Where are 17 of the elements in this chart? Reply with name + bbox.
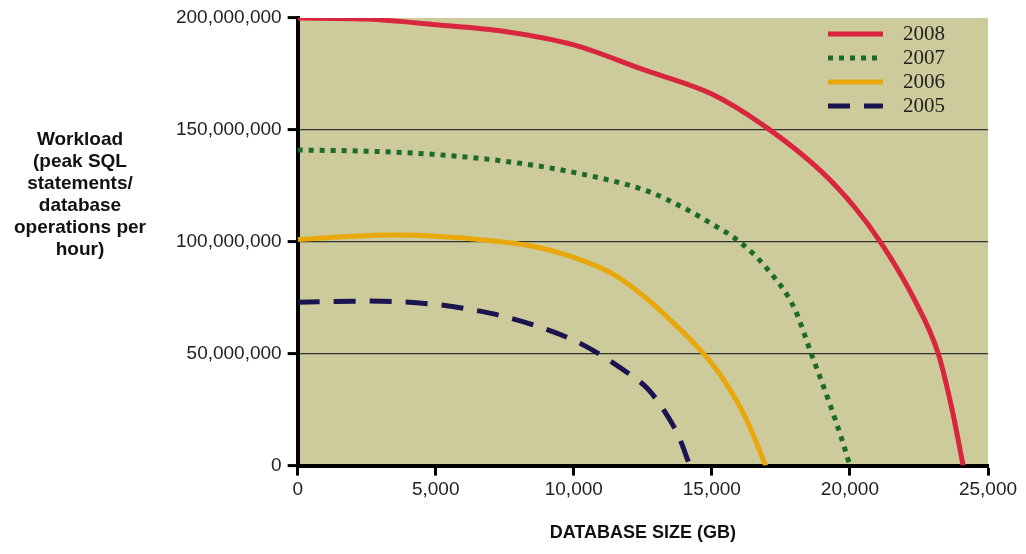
legend-label: 2007 bbox=[903, 44, 945, 69]
x-axis-title: DATABASE SIZE (GB) bbox=[549, 522, 736, 543]
x-tick-label: 15,000 bbox=[682, 478, 741, 500]
x-tick-label: 10,000 bbox=[544, 478, 603, 500]
y-tick-label: 200,000,000 bbox=[175, 6, 282, 28]
y-tick-label: 50,000,000 bbox=[186, 341, 282, 363]
legend-label: 2008 bbox=[903, 20, 945, 45]
x-tick-label: 25,000 bbox=[958, 478, 1018, 500]
legend-label: 2005 bbox=[903, 92, 945, 117]
x-tick-label: 0 bbox=[292, 478, 303, 500]
y-axis-title: Workload (peak SQL statements/ database operations per hour) bbox=[13, 128, 147, 260]
legend-label: 2006 bbox=[903, 68, 945, 93]
y-tick-label: 100,000,000 bbox=[175, 230, 282, 252]
y-tick-label: 150,000,000 bbox=[175, 118, 282, 140]
x-tick-label: 20,000 bbox=[820, 478, 879, 500]
y-tick-label: 0 bbox=[271, 453, 282, 475]
x-tick-label: 5,000 bbox=[411, 478, 460, 500]
